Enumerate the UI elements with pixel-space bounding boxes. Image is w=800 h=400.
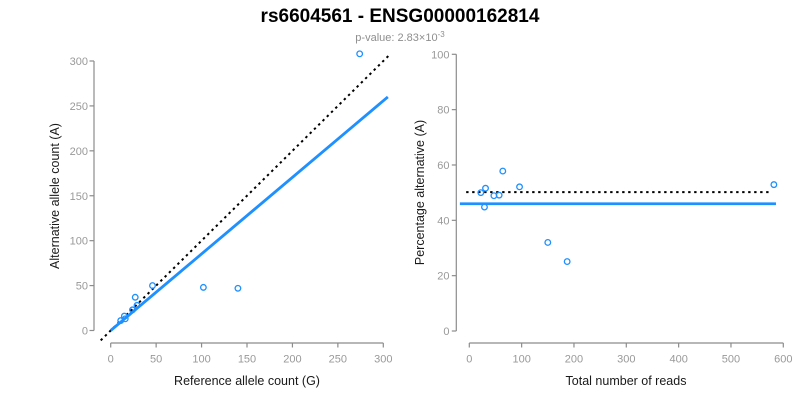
data-point xyxy=(544,239,552,246)
y-tick-label: 250 xyxy=(70,101,88,113)
y-tick-label: 200 xyxy=(70,146,88,158)
y-tick-label: 40 xyxy=(437,215,449,227)
x-tick-label: 0 xyxy=(108,354,114,366)
data-point xyxy=(234,284,242,292)
y-tick-label: 100 xyxy=(70,236,88,248)
x-axis-title: Total number of reads xyxy=(566,374,687,388)
y-tick-label: 300 xyxy=(70,56,88,68)
figure-header: rs6604561 - ENSG00000162814 p-value: 2.8… xyxy=(0,0,800,45)
figure-title: rs6604561 - ENSG00000162814 xyxy=(260,6,540,27)
data-point xyxy=(770,181,778,189)
percentage-scatter: 0 20 40 60 80 100 0 100 200 300 400 500 600 Total num… xyxy=(413,49,792,388)
x-tick-label: 100 xyxy=(512,354,530,366)
data-point xyxy=(477,189,485,197)
data-point xyxy=(482,184,489,192)
data-point xyxy=(495,191,503,199)
x-tick-label: 300 xyxy=(374,354,392,366)
y-tick-label: 150 xyxy=(70,191,88,203)
y-axis-title: Percentage alternative (A) xyxy=(413,120,427,265)
y-tick-label: 50 xyxy=(76,281,88,293)
data-point xyxy=(356,50,364,58)
data-point xyxy=(516,183,523,191)
x-tick-label: 150 xyxy=(238,354,256,366)
x-tick-label: 100 xyxy=(192,354,210,366)
x-tick-label: 600 xyxy=(774,354,792,366)
data-point xyxy=(131,293,139,301)
fit-line xyxy=(109,95,389,332)
x-tick-label: 0 xyxy=(466,354,472,366)
x-tick-label: 500 xyxy=(722,354,740,366)
data-point xyxy=(563,258,571,265)
p-value-exponent: -3 xyxy=(437,30,445,39)
data-point xyxy=(129,306,136,314)
y-tick-label: 20 xyxy=(437,271,449,283)
data-point xyxy=(499,167,507,175)
y-tick-label: 80 xyxy=(437,105,449,117)
figure-subtitle: p-value: 2.83×10-3 xyxy=(0,28,800,45)
x-tick-label: 50 xyxy=(150,354,162,366)
allele-count-scatter: 0 50 100 150 200 250 300 0 50 100 150 200 250 300 Refe… xyxy=(48,50,392,388)
p-value-text: p-value: 2.83×10 xyxy=(355,32,438,44)
identity-line xyxy=(100,54,391,342)
y-tick-label: 60 xyxy=(437,160,449,172)
y-tick-label: 0 xyxy=(82,326,88,338)
x-tick-label: 200 xyxy=(565,354,583,366)
data-point xyxy=(133,301,141,309)
data-point xyxy=(121,315,129,323)
x-axis-title: Reference allele count (G) xyxy=(174,374,320,388)
y-tick-label: 100 xyxy=(431,49,449,61)
y-tick-label: 0 xyxy=(443,326,449,338)
data-point xyxy=(149,282,156,290)
data-point xyxy=(199,283,207,291)
x-tick-label: 200 xyxy=(283,354,301,366)
data-point xyxy=(481,203,488,211)
x-tick-label: 300 xyxy=(617,354,635,366)
x-tick-label: 400 xyxy=(669,354,687,366)
x-tick-label: 250 xyxy=(329,354,347,366)
y-axis-title: Alternative allele count (A) xyxy=(48,123,62,269)
